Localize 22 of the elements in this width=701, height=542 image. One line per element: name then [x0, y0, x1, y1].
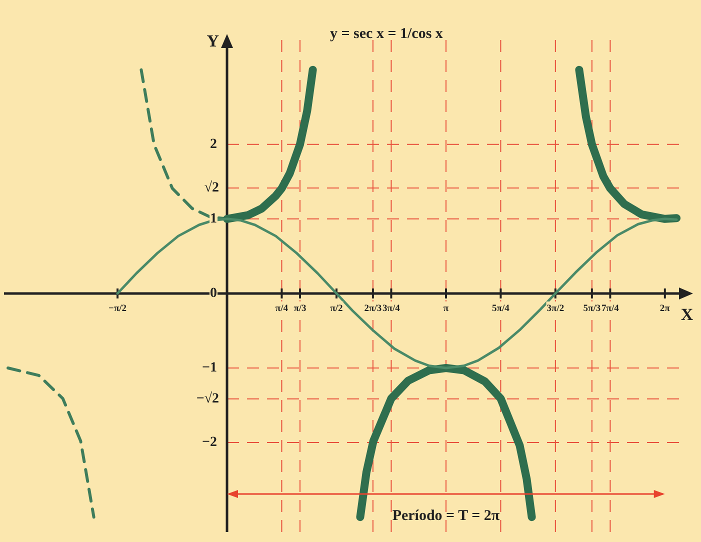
- x-tick-label: π/4: [275, 304, 288, 314]
- x-tick-label: 2π: [660, 304, 671, 314]
- y-tick-label: −2: [202, 435, 218, 450]
- x-tick-label: 3π/4: [382, 304, 400, 314]
- x-tick-label: 3π/2: [546, 304, 564, 314]
- x-tick-label: 5π/4: [492, 304, 510, 314]
- y-tick-label: 2: [210, 136, 218, 152]
- x-tick-label: 2π/3: [364, 304, 382, 314]
- annotation: Período = T = 2π: [392, 508, 500, 525]
- x-tick-label: 5π/3: [583, 304, 601, 314]
- x-tick-label: π: [443, 304, 450, 314]
- x-tick-label: −π/2: [108, 304, 127, 314]
- ref-line-label: −√2: [196, 390, 220, 406]
- y-tick-label: −1: [202, 360, 218, 376]
- y-axis-title: Y: [206, 31, 220, 50]
- x-axis-title: X: [680, 304, 694, 324]
- ref-line-label: √2: [204, 180, 220, 196]
- x-tick-label: 7π/4: [602, 304, 620, 314]
- x-tick-label: π/2: [330, 304, 344, 314]
- x-tick-label: π/3: [294, 304, 307, 314]
- y-tick-label: 0: [210, 286, 218, 302]
- chart-title: y = sec x = 1/cos x: [330, 26, 443, 43]
